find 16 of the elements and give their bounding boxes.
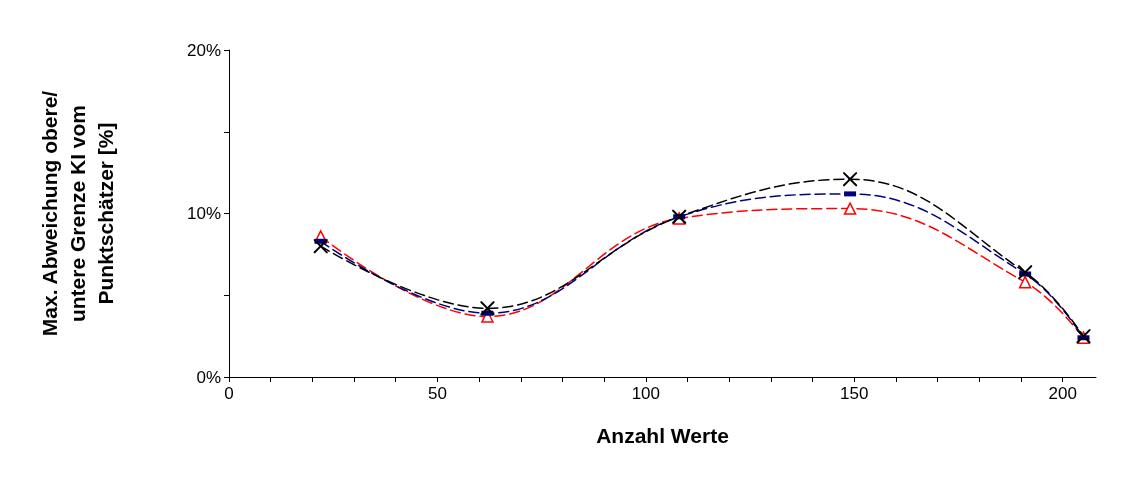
y-tick-label: 10% xyxy=(186,204,221,223)
y-axis-title: Max. Abweichung obere/ untere Grenze KI vom Punktschätzer [%] xyxy=(37,90,117,337)
x-tick-label: 50 xyxy=(427,384,447,403)
x-tick-label: 200 xyxy=(1048,384,1077,403)
x-tick-label: 150 xyxy=(840,384,869,403)
point xyxy=(313,239,328,254)
point xyxy=(1018,275,1032,289)
point xyxy=(480,301,495,316)
y-tick-label: 20% xyxy=(186,40,221,60)
point xyxy=(843,172,858,187)
x-tick-label: 100 xyxy=(631,384,661,403)
x-axis-title: Anzahl Werte xyxy=(596,424,729,447)
y-tick-label: 0% xyxy=(196,367,221,387)
point xyxy=(843,202,857,215)
point xyxy=(1018,265,1033,280)
x-tick-label: 0 xyxy=(224,384,234,403)
